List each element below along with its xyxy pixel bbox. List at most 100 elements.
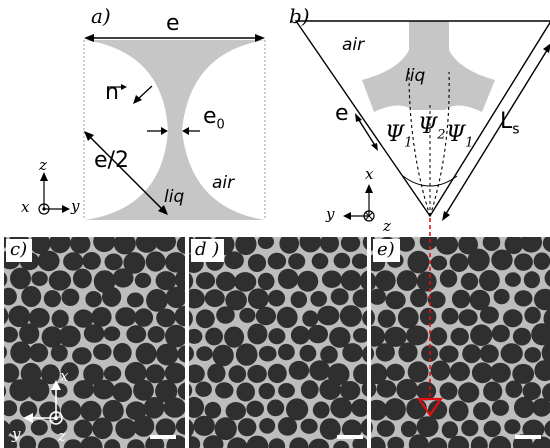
bubble bbox=[340, 270, 362, 291]
bubble bbox=[104, 439, 121, 448]
psi-subscript: 1 bbox=[404, 135, 413, 151]
bubble bbox=[451, 289, 471, 309]
bubble bbox=[189, 328, 203, 344]
bubble bbox=[461, 419, 479, 437]
bubble bbox=[189, 345, 194, 362]
bubble bbox=[126, 325, 147, 344]
bubble bbox=[419, 237, 438, 251]
bubble bbox=[277, 417, 298, 436]
bubble bbox=[177, 382, 185, 401]
plateau-border-length-symbol: Ls bbox=[500, 109, 520, 137]
radius-label: e/2 bbox=[94, 148, 129, 173]
bubble bbox=[72, 347, 92, 365]
bubble bbox=[70, 237, 91, 254]
bubble bbox=[467, 248, 490, 272]
bubble bbox=[416, 271, 437, 292]
bubble bbox=[352, 436, 367, 448]
bubble bbox=[541, 341, 550, 365]
bubble bbox=[113, 237, 136, 255]
bubble bbox=[416, 381, 437, 401]
bubble bbox=[235, 237, 257, 256]
bubble bbox=[145, 364, 165, 384]
bubble bbox=[189, 419, 195, 438]
bubble bbox=[320, 345, 338, 364]
bubble bbox=[156, 308, 176, 328]
bubble bbox=[43, 290, 62, 308]
bubble bbox=[288, 253, 306, 270]
bubble bbox=[235, 343, 258, 366]
bubble bbox=[127, 439, 145, 448]
bubble bbox=[491, 249, 513, 271]
bubble bbox=[278, 383, 295, 398]
panel-b-diagram bbox=[294, 20, 550, 222]
bubble bbox=[491, 399, 509, 416]
bubble bbox=[156, 343, 179, 366]
foam-image bbox=[189, 237, 367, 448]
bubble bbox=[512, 327, 532, 346]
bubble bbox=[135, 237, 158, 253]
bubble bbox=[154, 237, 176, 252]
bubble bbox=[362, 237, 367, 250]
bubble bbox=[247, 288, 269, 309]
bubble bbox=[49, 237, 71, 254]
bubble bbox=[4, 345, 7, 359]
bubble bbox=[268, 438, 286, 448]
bubble bbox=[112, 268, 134, 288]
bubble bbox=[503, 309, 523, 328]
bubble bbox=[8, 305, 30, 328]
bubble bbox=[82, 252, 101, 270]
bubble bbox=[479, 270, 500, 292]
bubble bbox=[458, 237, 478, 255]
bubble bbox=[207, 363, 226, 383]
bubble bbox=[406, 398, 427, 420]
bubble bbox=[309, 360, 331, 381]
bubble bbox=[460, 272, 479, 291]
bubble bbox=[504, 272, 521, 287]
neck-width-symbol: e0 bbox=[203, 104, 225, 132]
bubble bbox=[408, 434, 429, 448]
bubble bbox=[286, 398, 309, 421]
bubble bbox=[228, 365, 247, 383]
bubble bbox=[247, 254, 267, 272]
bubble bbox=[134, 272, 152, 288]
bubble bbox=[386, 363, 405, 381]
bubble bbox=[93, 343, 112, 361]
bubble bbox=[320, 237, 339, 253]
foam-image bbox=[371, 237, 550, 448]
bubble bbox=[112, 382, 133, 402]
bubble bbox=[277, 268, 299, 289]
bubble bbox=[236, 382, 255, 402]
bubble bbox=[30, 419, 48, 436]
bubble bbox=[312, 401, 330, 419]
bubble bbox=[189, 272, 194, 290]
bubble bbox=[37, 437, 60, 448]
bubble bbox=[430, 360, 451, 381]
bubble bbox=[360, 270, 367, 292]
bubble bbox=[196, 346, 213, 361]
bubble bbox=[134, 308, 154, 327]
bubble bbox=[321, 270, 342, 288]
bubble bbox=[470, 436, 488, 448]
bubble bbox=[234, 272, 257, 292]
bubble bbox=[329, 327, 351, 348]
bubble bbox=[155, 379, 178, 403]
bubble bbox=[514, 253, 533, 271]
bubble bbox=[267, 399, 285, 417]
bubble bbox=[27, 378, 50, 402]
bubble bbox=[41, 364, 60, 385]
angle-psi2: Ψ2 bbox=[418, 114, 446, 142]
air-label: air bbox=[212, 173, 235, 193]
axis-y-label: y bbox=[71, 197, 80, 215]
bubble bbox=[448, 400, 469, 422]
bubble bbox=[113, 343, 132, 363]
bubble bbox=[421, 345, 439, 362]
cell-width-symbol: e bbox=[166, 11, 180, 36]
axis-x-label: x bbox=[365, 165, 374, 183]
bubble bbox=[376, 380, 397, 398]
bubble bbox=[4, 420, 11, 439]
bubble bbox=[102, 399, 124, 422]
bubble bbox=[462, 344, 481, 364]
bubble bbox=[9, 379, 32, 402]
axis-y-label: y bbox=[12, 425, 21, 443]
bubble bbox=[375, 343, 395, 362]
